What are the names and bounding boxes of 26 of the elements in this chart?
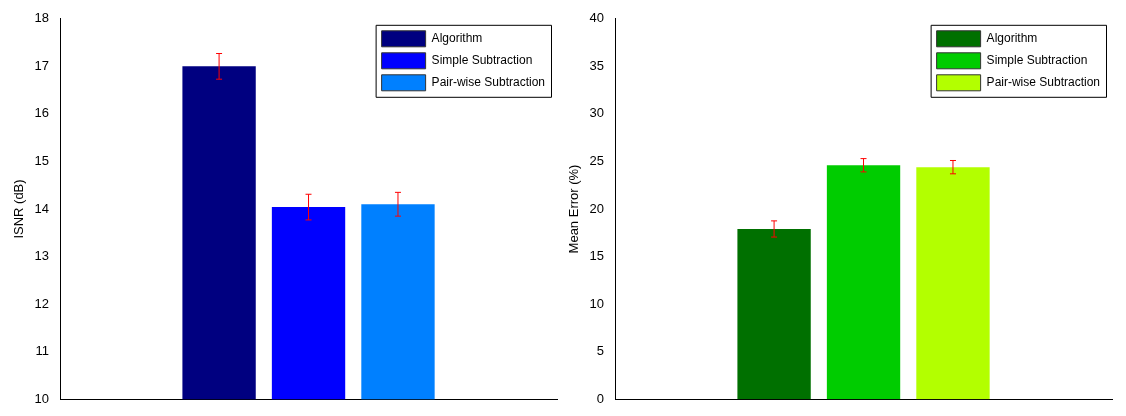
legend-label: Algorithm	[986, 31, 1038, 46]
y-tick-label: 12	[34, 295, 50, 311]
y-tick-label: 14	[34, 200, 50, 216]
y-tick-label: 5	[596, 343, 605, 359]
y-tick-label: 30	[589, 105, 605, 121]
legend-label: Pair-wise Subtraction	[431, 75, 546, 90]
y-tick-label: 10	[589, 295, 605, 311]
y-tick-label: 40	[589, 10, 605, 26]
y-tick-label: 11	[35, 343, 50, 359]
y-axis-title: Mean Error (%)	[566, 164, 582, 254]
legend-label: Pair-wise Subtraction	[986, 75, 1101, 90]
y-tick-label: 20	[589, 200, 605, 216]
legend-label: Simple Subtraction	[986, 53, 1088, 68]
y-tick-label: 35	[589, 57, 605, 73]
y-tick-label: 10	[34, 390, 50, 406]
y-tick-label: 15	[589, 248, 605, 264]
y-tick-label: 17	[34, 57, 50, 73]
y-tick-label: 15	[34, 153, 50, 169]
y-axis-title: ISNR (dB)	[11, 179, 27, 239]
y-tick-label: 13	[34, 248, 50, 264]
legend-label: Algorithm	[431, 31, 483, 46]
y-tick-label: 18	[34, 10, 50, 26]
y-tick-label: 25	[589, 153, 605, 169]
legend-label: Simple Subtraction	[431, 53, 533, 68]
y-tick-label: 16	[34, 105, 50, 121]
y-tick-label: 0	[596, 390, 605, 406]
